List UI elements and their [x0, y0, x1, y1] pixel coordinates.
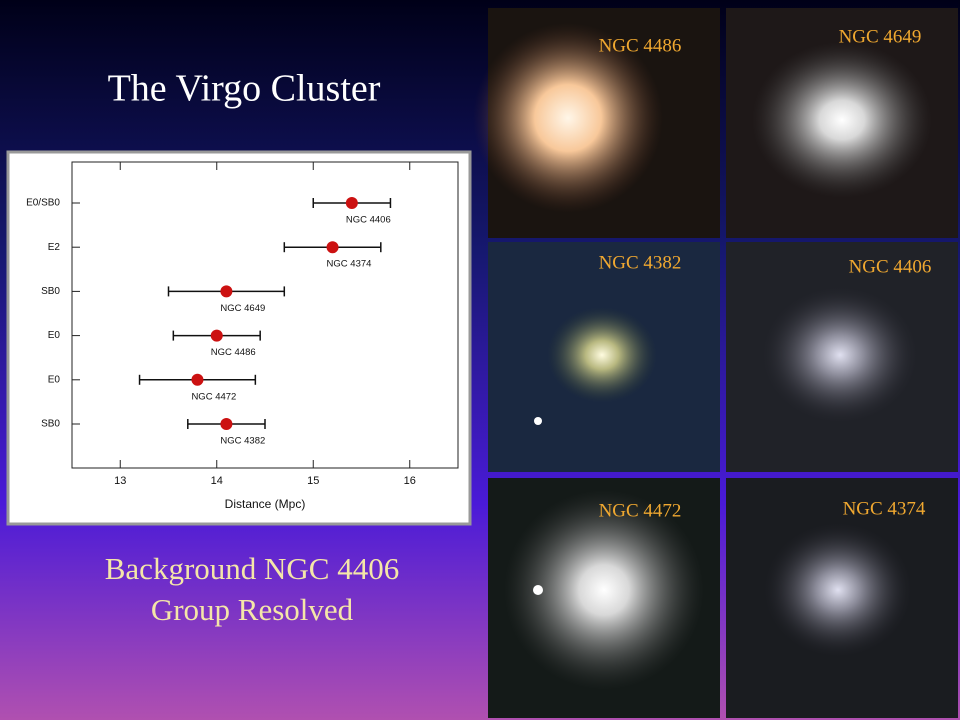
data-point	[191, 373, 204, 386]
galaxy	[752, 42, 932, 198]
point-label: NGC 4382	[220, 436, 265, 447]
chart: 13 14 15 16 Distance (Mpc) E0/SB0 NGC 4406 E2 NG…	[26, 161, 459, 511]
point-label: NGC 4406	[346, 215, 391, 226]
panel-label: NGC 4649	[839, 26, 922, 47]
point-label: NGC 4486	[211, 347, 256, 358]
chart-frame	[6, 150, 472, 526]
galaxy	[473, 23, 663, 213]
x-tick-label: 14	[211, 475, 223, 487]
star	[534, 417, 542, 425]
data-point	[326, 241, 339, 254]
y-tick-label: SB0	[41, 419, 60, 430]
galaxy	[547, 307, 657, 403]
panel-label: NGC 4374	[843, 498, 926, 519]
panel-label: NGC 4406	[849, 256, 932, 277]
data-point	[210, 329, 223, 342]
x-tick-label: 16	[404, 475, 416, 487]
x-axis-label: Distance (Mpc)	[225, 497, 306, 511]
galaxy	[760, 285, 920, 425]
panel-label: NGC 4486	[599, 35, 682, 56]
galaxy	[504, 490, 704, 690]
panel-label: NGC 4382	[599, 252, 682, 273]
y-tick-label: E0	[48, 374, 61, 385]
point-label: NGC 4472	[191, 391, 236, 402]
panel-labels: NGC 4486 NGC 4649 NGC 4382 NGC 4406 NGC 4472…	[599, 26, 932, 521]
y-tick-label: E0	[48, 330, 61, 341]
plot-frame	[71, 161, 459, 469]
point-label: NGC 4374	[327, 259, 372, 270]
data-point	[345, 197, 358, 209]
y-tick-label: E2	[48, 242, 61, 253]
star	[533, 585, 543, 595]
slide-title: The Virgo Cluster	[108, 68, 381, 110]
data-point	[220, 418, 233, 430]
data-point	[220, 285, 233, 298]
y-tick-label: E0/SB0	[26, 198, 60, 209]
panel-label: NGC 4472	[599, 500, 682, 521]
point-label: NGC 4649	[220, 303, 265, 314]
x-tick-label: 15	[307, 475, 319, 487]
galaxy	[763, 522, 913, 658]
x-tick-label: 13	[114, 475, 126, 487]
galaxy-images	[473, 8, 958, 718]
caption-line: Background NGC 4406	[105, 551, 399, 586]
caption-line: Group Resolved	[151, 592, 354, 627]
y-tick-label: SB0	[41, 286, 60, 297]
